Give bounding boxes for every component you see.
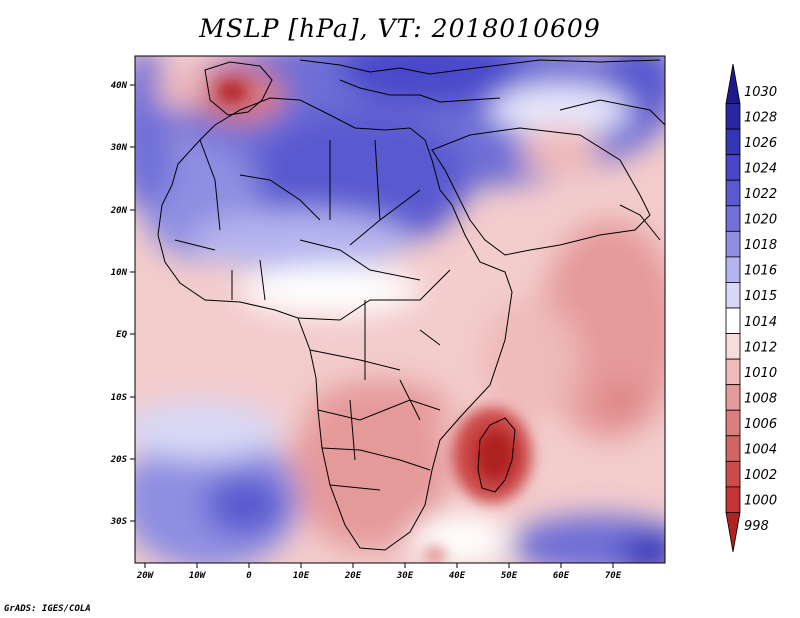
y-tick-label: 30S <box>110 517 128 527</box>
colorbar-label: 998 <box>744 519 769 534</box>
colorbar-swatch <box>725 384 741 411</box>
colorbar-swatch <box>725 409 741 437</box>
colorbar-label: 1002 <box>744 468 777 483</box>
colorbar-swatch <box>725 230 741 258</box>
y-tick-label: 10S <box>111 393 128 403</box>
colorbar-label: 1008 <box>744 391 777 406</box>
colorbar-swatch <box>725 154 741 181</box>
colorbar-label: 1006 <box>744 417 777 432</box>
colorbar-label: 1026 <box>744 136 777 151</box>
colorbar-swatch <box>725 256 741 283</box>
credit-text: GrADS: IGES/COLA <box>4 604 91 614</box>
x-tick-label: 10W <box>189 571 207 581</box>
colorbar-label: 1012 <box>744 340 777 355</box>
colorbar-label: 1004 <box>744 443 777 458</box>
y-tick-label: 20S <box>110 455 128 465</box>
x-tick-label: 20E <box>344 571 362 581</box>
x-tick-label: 10E <box>293 571 310 581</box>
y-tick-label: EQ <box>116 330 127 340</box>
y-axis <box>130 84 135 522</box>
colorbar-label: 1018 <box>744 238 777 253</box>
x-axis <box>144 563 614 568</box>
colorbar-label: 1028 <box>744 110 777 125</box>
x-tick-label: 40E <box>449 571 466 581</box>
colorbar: 1030 1028 1026 1024 1022 1020 1018 1016 1015 1014… <box>725 63 777 553</box>
colorbar-label: 1014 <box>744 315 777 330</box>
x-tick-label: 60E <box>553 571 570 581</box>
pressure-field <box>135 56 665 563</box>
x-tick-label: 20W <box>136 571 155 581</box>
y-tick-label: 30N <box>110 143 128 153</box>
colorbar-swatch <box>725 435 741 462</box>
colorbar-label: 1016 <box>744 264 777 279</box>
colorbar-label: 1000 <box>744 494 777 509</box>
colorbar-label: 1020 <box>744 213 777 228</box>
colorbar-label: 1010 <box>744 366 777 381</box>
map-title: MSLP [hPa], VT: 2018010609 <box>199 14 601 43</box>
colorbar-swatch <box>725 333 741 360</box>
colorbar-swatch <box>725 205 741 232</box>
colorbar-swatch <box>725 282 741 309</box>
colorbar-label: 1030 <box>744 85 777 100</box>
colorbar-swatch <box>725 512 741 553</box>
map-frame <box>134 55 666 564</box>
colorbar-swatch <box>725 486 741 513</box>
y-tick-label: 20N <box>110 206 128 216</box>
x-tick-label: 30E <box>396 571 414 581</box>
y-tick-label: 10N <box>111 268 128 278</box>
coastlines <box>157 59 665 551</box>
x-tick-label: 70E <box>605 571 622 581</box>
colorbar-swatch <box>725 63 741 104</box>
colorbar-swatch <box>725 307 741 334</box>
x-tick-label: 50E <box>501 571 518 581</box>
colorbar-swatch <box>725 358 741 386</box>
colorbar-label: 1022 <box>744 187 777 202</box>
colorbar-label: 1015 <box>744 289 777 304</box>
colorbar-swatch <box>725 103 741 130</box>
colorbar-swatch <box>725 460 741 488</box>
colorbar-swatch <box>725 179 741 207</box>
x-tick-label: 0 <box>246 571 252 581</box>
y-tick-label: 40N <box>111 81 128 91</box>
colorbar-swatch <box>725 128 741 156</box>
colorbar-label: 1024 <box>744 161 777 176</box>
